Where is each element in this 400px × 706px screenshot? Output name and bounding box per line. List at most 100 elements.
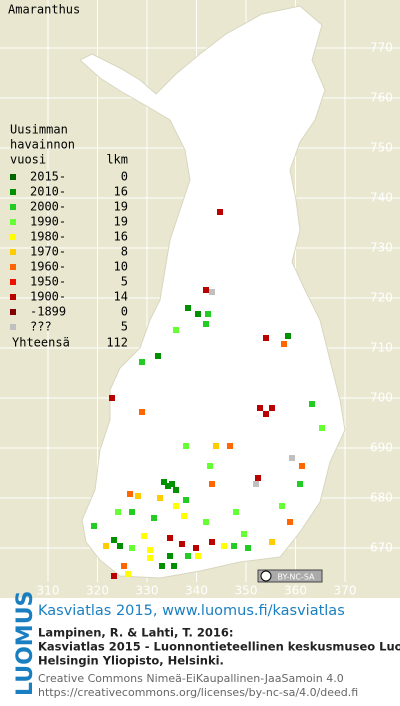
citation-line: Lampinen, R. & Lahti, T. 2016: (38, 626, 233, 640)
observation-square (257, 405, 263, 411)
observation-square (241, 531, 247, 537)
observation-square (209, 289, 215, 295)
legend-label: 1970- (30, 245, 66, 259)
observation-square (121, 563, 127, 569)
observation-square (281, 341, 287, 347)
footer-text: Lampinen, R. & Lahti, T. 2016:Kasviatlas… (38, 626, 400, 700)
observation-square (203, 287, 209, 293)
observation-square (151, 515, 157, 521)
legend-label: 2000- (30, 200, 66, 214)
legend-count: 19 (114, 215, 128, 229)
observation-square (245, 545, 251, 551)
legend-swatch (10, 309, 16, 315)
observation-square (221, 543, 227, 549)
legend-label: 2010- (30, 185, 66, 199)
observation-square (195, 311, 201, 317)
observation-square (161, 479, 167, 485)
x-label: 350 (235, 584, 258, 598)
observation-square (231, 543, 237, 549)
legend-count: 10 (114, 260, 128, 274)
legend-label: -1899 (30, 305, 66, 319)
legend-count-heading: lkm (106, 153, 128, 167)
observation-square (269, 539, 275, 545)
observation-square (111, 537, 117, 543)
legend-heading: havainnon (10, 138, 75, 152)
observation-square (227, 443, 233, 449)
y-label: 750 (370, 141, 393, 155)
observation-square (179, 541, 185, 547)
observation-square (181, 513, 187, 519)
legend-swatch (10, 234, 16, 240)
legend-heading: Uusimman (10, 123, 68, 137)
license-line: Creative Commons Nimeä-EiKaupallinen-Jaa… (38, 672, 344, 685)
license-line: https://creativecommons.org/licenses/by-… (38, 686, 358, 699)
legend-label: 1980- (30, 230, 66, 244)
observation-square (141, 533, 147, 539)
observation-square (279, 503, 285, 509)
y-label: 680 (370, 491, 393, 505)
observation-square (185, 553, 191, 559)
observation-square (185, 305, 191, 311)
observation-square (115, 509, 121, 515)
observation-square (109, 395, 115, 401)
observation-square (263, 335, 269, 341)
observation-square (207, 463, 213, 469)
legend-swatch (10, 219, 16, 225)
y-label: 710 (370, 341, 393, 355)
observation-square (203, 321, 209, 327)
legend-swatch (10, 174, 16, 180)
y-label: 720 (370, 291, 393, 305)
legend-count: 14 (114, 290, 128, 304)
observation-square (165, 483, 171, 489)
observation-square (155, 353, 161, 359)
observation-square (173, 503, 179, 509)
observation-square (263, 411, 269, 417)
license-badge: BY-NC-SA (257, 569, 323, 583)
observation-square (135, 493, 141, 499)
observation-square (139, 409, 145, 415)
observation-square (205, 311, 211, 317)
observation-square (289, 455, 295, 461)
observation-square (233, 509, 239, 515)
observation-square (167, 535, 173, 541)
legend-heading: vuosi (10, 153, 46, 167)
legend-swatch (10, 249, 16, 255)
observation-square (203, 519, 209, 525)
observation-square (183, 497, 189, 503)
citation-line: Helsingin Yliopisto, Helsinki. (38, 654, 224, 668)
badge-box (257, 569, 323, 583)
legend-label: 1900- (30, 290, 66, 304)
observation-square (129, 509, 135, 515)
y-label: 730 (370, 241, 393, 255)
legend-count: 5 (121, 320, 128, 334)
observation-square (91, 523, 97, 529)
legend-count: 16 (114, 185, 128, 199)
legend-swatch (10, 279, 16, 285)
headline: Kasviatlas 2015, www.luomus.fi/kasviatla… (38, 603, 345, 619)
legend-swatch (10, 204, 16, 210)
legend-label: 1950- (30, 275, 66, 289)
observation-square (297, 481, 303, 487)
observation-square (183, 443, 189, 449)
legend-swatch (10, 264, 16, 270)
observation-square (209, 481, 215, 487)
observation-square (125, 571, 131, 577)
badge-text: BY-NC-SA (277, 573, 315, 582)
observation-square (173, 327, 179, 333)
observation-square (117, 543, 123, 549)
y-label: 770 (370, 41, 393, 55)
legend-label: 1960- (30, 260, 66, 274)
legend-label: 2015- (30, 170, 66, 184)
observation-square (269, 405, 275, 411)
legend-count: 0 (121, 305, 128, 319)
legend-swatch (10, 189, 16, 195)
legend-count: 0 (121, 170, 128, 184)
observation-square (173, 487, 179, 493)
observation-square (103, 543, 109, 549)
legend-swatch (10, 294, 16, 300)
observation-square (147, 547, 153, 553)
observation-square (169, 481, 175, 487)
observation-square (193, 545, 199, 551)
